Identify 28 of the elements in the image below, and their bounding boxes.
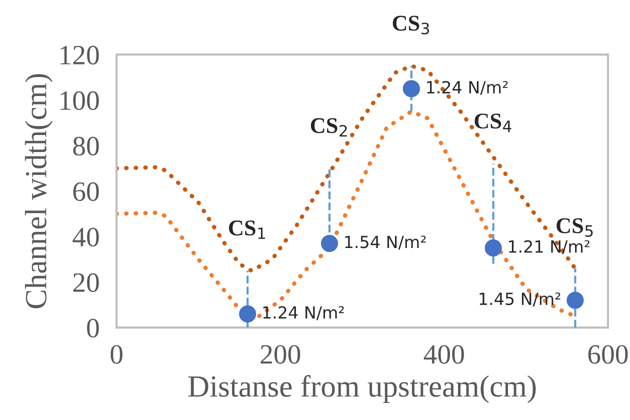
- annotation: CS$_{2}$: [310, 118, 347, 137]
- x-tick-label: 400: [424, 345, 464, 364]
- y-tick-label: 100: [60, 91, 99, 110]
- annotation: CS$_{3}$: [392, 16, 429, 34]
- point: [566, 292, 584, 309]
- x-tick-label: 0: [110, 345, 122, 364]
- annotation: 1.54 N/m²: [345, 236, 426, 250]
- annotation: CS$_{5}$: [556, 218, 593, 237]
- point: [484, 239, 502, 257]
- annotation: 1.24 N/m²: [427, 80, 508, 95]
- y-tick-label: 80: [73, 136, 99, 156]
- annotation: 1.21 N/m²: [509, 240, 590, 254]
- point: [402, 80, 420, 98]
- x-axis-title: Distanse from upstream(cm): [188, 375, 536, 404]
- y-axis-title: Channel width(cm): [24, 74, 53, 308]
- y-tick-label: 120: [60, 46, 99, 65]
- y-tick-label: 40: [72, 228, 99, 247]
- annotation: 1.45 N/m²: [480, 292, 560, 306]
- x-tick-label: 200: [260, 345, 300, 364]
- annotation: CS$_{1}$: [229, 220, 266, 239]
- annotation: CS$_{4}$: [474, 114, 512, 132]
- y-tick-label: 0: [87, 318, 99, 338]
- y-tick-label: 20: [73, 273, 99, 292]
- point: [320, 234, 338, 252]
- annotation: 1.24 N/m²: [263, 306, 344, 320]
- x-tick-label: 600: [588, 345, 628, 364]
- point: [239, 305, 256, 323]
- y-tick-label: 60: [73, 182, 99, 202]
